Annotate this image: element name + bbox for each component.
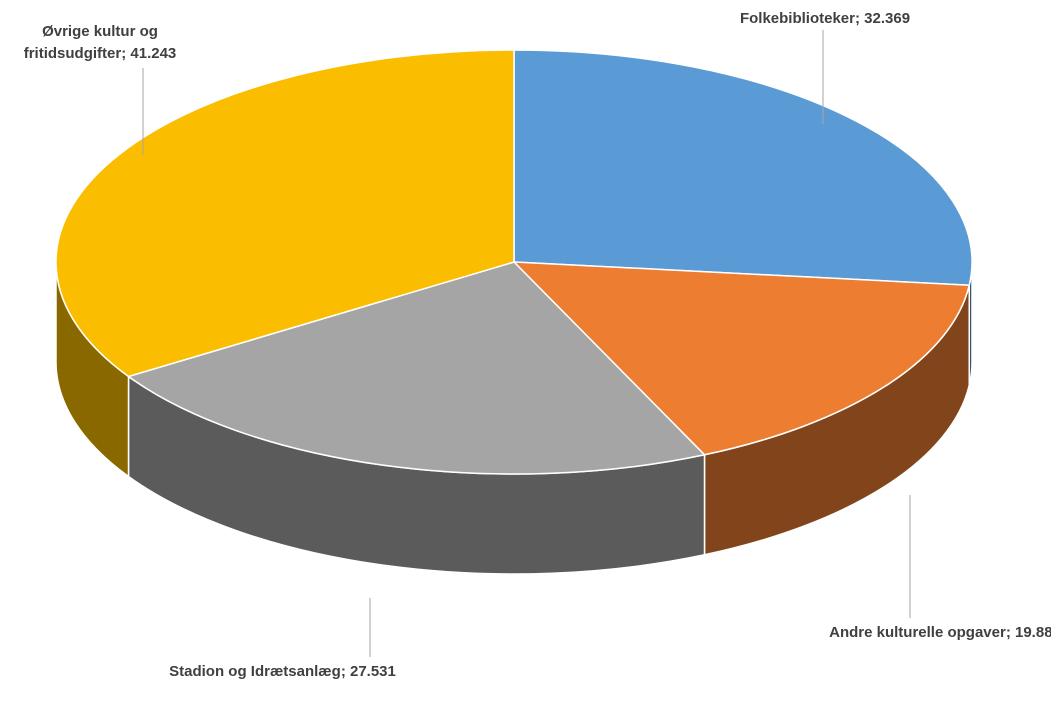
label-separator: ; [121, 45, 131, 62]
label-separator: ; [854, 10, 865, 27]
label-value: 41.243 [130, 45, 177, 62]
label-category: Andre kulturelle opgaver [829, 624, 1006, 641]
label-value: 19.880 [1015, 624, 1051, 641]
label-value: 32.369 [864, 10, 911, 27]
label-category: Folkebiblioteker [739, 10, 855, 27]
data-label: Andre kulturelle opgaver; 19.880 [810, 622, 1051, 644]
slice [513, 49, 973, 286]
data-label: Folkebiblioteker; 32.369 [660, 8, 990, 30]
slice [55, 49, 515, 378]
label-separator: ; [340, 663, 350, 680]
label-category: Øvrige kultur og fritidsudgifter [23, 23, 158, 62]
data-label: Stadion og Idrætsanlæg; 27.531 [150, 661, 415, 683]
slice [126, 261, 706, 475]
slice [512, 261, 971, 456]
label-value: 27.531 [349, 663, 396, 680]
data-label: Øvrige kultur og fritidsudgifter; 41.243 [0, 21, 200, 65]
label-category: Stadion og Idrætsanlæg [169, 663, 341, 680]
label-separator: ; [1005, 624, 1015, 641]
